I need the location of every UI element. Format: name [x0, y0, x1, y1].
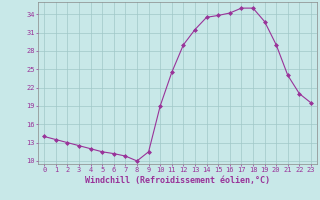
X-axis label: Windchill (Refroidissement éolien,°C): Windchill (Refroidissement éolien,°C) — [85, 176, 270, 185]
